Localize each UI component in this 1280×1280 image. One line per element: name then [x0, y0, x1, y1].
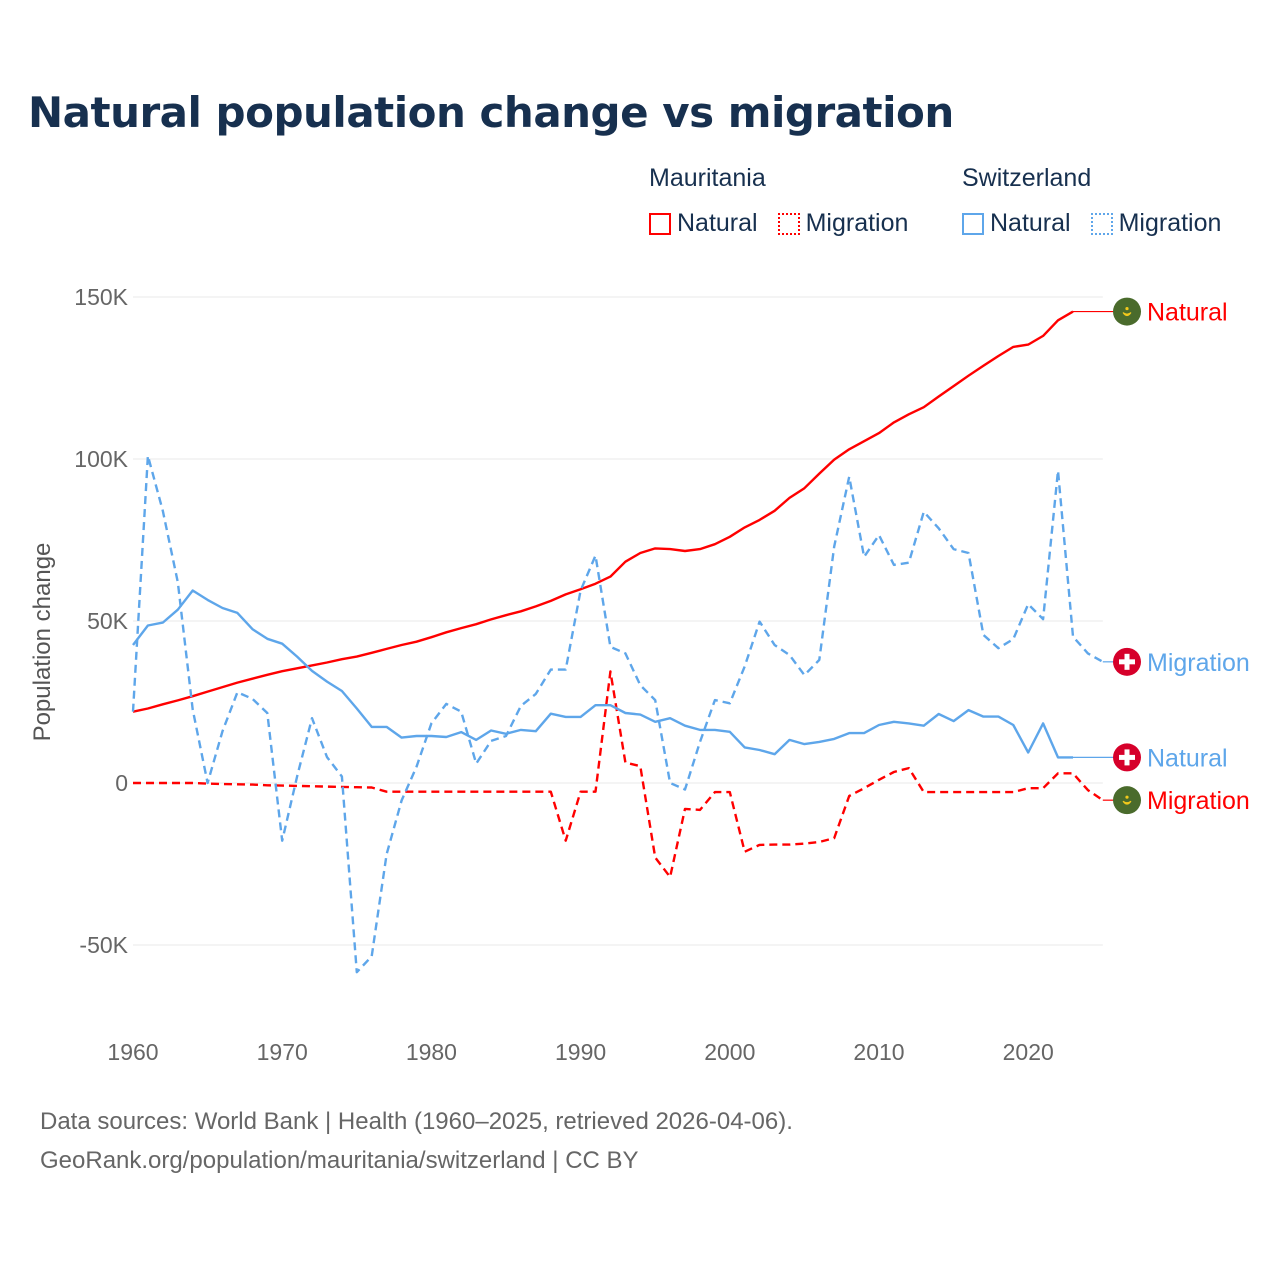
switzerland-flag-icon	[1113, 647, 1141, 676]
flag-circle	[1113, 786, 1141, 815]
end-label-mr-natural: Natural	[1147, 299, 1228, 327]
series-line-ch-natural	[132, 589, 1073, 759]
crescent	[1122, 312, 1132, 317]
x-tick-label: 1970	[257, 1039, 308, 1065]
legend-label: Migration	[805, 209, 909, 237]
legend-group-mauritania: Mauritania Natural Migration	[649, 164, 908, 238]
legend-group-switzerland: Switzerland Natural Migration	[962, 164, 1221, 238]
crescent	[1122, 800, 1132, 805]
y-tick-label: 0	[115, 770, 128, 796]
legend-item-switzerland-migration[interactable]: Migration	[1090, 209, 1222, 238]
flag-circle	[1113, 297, 1141, 326]
switzerland-flag-icon	[1113, 743, 1141, 772]
cross-h	[1119, 659, 1135, 665]
footer-sources: Data sources: World Bank | Health (1960–…	[40, 1108, 793, 1135]
legend-label: Natural	[990, 209, 1071, 237]
series-line-mr-migration	[133, 670, 1104, 879]
end-label-ch-migration: Migration	[1147, 649, 1250, 677]
x-tick-label: 2010	[853, 1039, 904, 1065]
cross-h	[1119, 754, 1135, 760]
x-tick-label: 1990	[555, 1039, 606, 1065]
y-tick-label: 50K	[87, 608, 129, 634]
y-tick-label: 150K	[74, 284, 128, 310]
series-line-mr-natural	[132, 310, 1074, 713]
legend-group-name: Mauritania	[649, 164, 766, 192]
legend-swatch	[962, 212, 984, 235]
star	[1125, 795, 1129, 799]
legend-item-switzerland-natural[interactable]: Natural	[962, 209, 1071, 238]
x-tick-label: 1960	[107, 1039, 158, 1065]
legend-item-mauritania-natural[interactable]: Natural	[649, 209, 758, 238]
footer-link[interactable]: GeoRank.org/population/mauritania/switze…	[40, 1147, 639, 1174]
legend-swatch	[1090, 212, 1113, 235]
x-tick-label: 2000	[704, 1039, 755, 1065]
star	[1125, 306, 1129, 311]
y-tick-label: 100K	[74, 446, 128, 472]
legend-swatch	[649, 212, 671, 235]
end-label-mr-migration: Migration	[1147, 787, 1250, 815]
legend-item-mauritania-migration[interactable]: Migration	[777, 209, 909, 238]
mauritania-flag-icon	[1113, 786, 1141, 815]
mauritania-flag-icon	[1113, 297, 1141, 326]
legend-label: Migration	[1118, 209, 1222, 237]
x-tick-label: 2020	[1003, 1039, 1054, 1065]
series-line-ch-migration	[131, 454, 1104, 974]
legend-group-name: Switzerland	[962, 164, 1092, 192]
legend-swatch	[777, 212, 800, 235]
x-tick-label: 1980	[406, 1039, 457, 1065]
y-axis-label: Population change	[29, 543, 56, 742]
chart-title: Natural population change vs migration	[28, 88, 954, 137]
y-tick-label: -50K	[79, 932, 128, 958]
legend-label: Natural	[677, 209, 758, 237]
end-label-ch-natural: Natural	[1147, 744, 1228, 772]
